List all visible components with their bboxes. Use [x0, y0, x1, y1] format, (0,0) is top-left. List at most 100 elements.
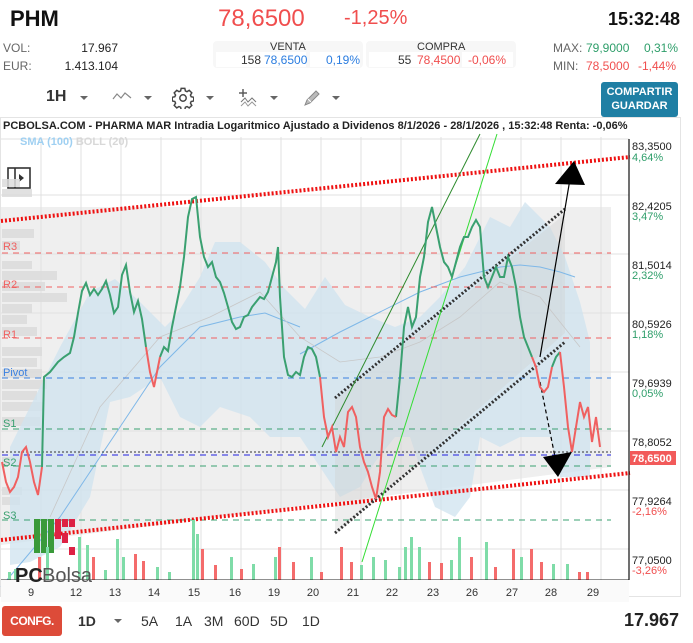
venta-inner-pct	[310, 52, 360, 67]
max-price: 79,9000	[586, 41, 630, 55]
r2-label: R2	[3, 279, 17, 291]
s1-label: S1	[3, 418, 16, 430]
compra-inner-pct	[462, 52, 513, 67]
drawing-pencil-icon[interactable]	[302, 88, 322, 108]
chart-type-caret-icon[interactable]	[144, 96, 152, 100]
range-3m[interactable]: 3M	[204, 613, 224, 629]
eur-value: 1.413.104	[64, 59, 118, 73]
svg-text:79,6939: 79,6939	[632, 378, 672, 390]
range-60d[interactable]: 60D	[234, 613, 260, 629]
svg-text:20: 20	[307, 587, 319, 599]
r1-label: R1	[3, 329, 17, 341]
quote-time: 15:32:48	[608, 9, 681, 29]
legend-sma[interactable]: SMA (100)	[20, 136, 73, 148]
last-price-tag	[630, 451, 676, 465]
range-5a[interactable]: 5A	[141, 613, 159, 629]
eur-label: EUR:	[3, 59, 32, 73]
watermark-pc: PC	[15, 565, 43, 587]
compra-pct: -0,06%	[468, 53, 507, 67]
venta-price: 78,6500	[264, 53, 308, 67]
price-chart[interactable]: R3 R2 R1 Pivot S1 S2 S3	[0, 117, 693, 602]
svg-text:23: 23	[427, 587, 439, 599]
interval-caret-icon[interactable]	[80, 96, 88, 100]
s3-label: S3	[3, 510, 16, 522]
compra-price: 78,4500	[417, 53, 461, 67]
svg-text:9: 9	[28, 587, 34, 599]
vol-value: 17.967	[81, 41, 118, 55]
svg-text:13: 13	[109, 587, 121, 599]
svg-text:14: 14	[148, 587, 160, 599]
pivot-label: Pivot	[3, 367, 27, 379]
indicator-caret-icon[interactable]	[270, 96, 278, 100]
settings-gear-icon[interactable]	[172, 87, 194, 109]
svg-text:82,4205: 82,4205	[632, 201, 672, 213]
svg-text:-2,16%: -2,16%	[632, 506, 667, 518]
range-1a[interactable]: 1A	[175, 613, 193, 629]
svg-text:81,5014: 81,5014	[632, 260, 672, 272]
max-pct: 0,31%	[644, 41, 679, 55]
svg-text:77,0500: 77,0500	[632, 555, 672, 567]
svg-text:19: 19	[268, 587, 280, 599]
range-1d[interactable]: 1D	[302, 613, 320, 629]
svg-text:15: 15	[188, 587, 200, 599]
ticker-symbol: PHM	[10, 6, 59, 31]
compra-qty: 55	[398, 53, 412, 67]
bottom-bar	[0, 602, 693, 643]
venta-pct: 0,19%	[326, 53, 361, 67]
x-axis: 9 12 13 14 15 16 19 20 21 22 23 26 27 28…	[28, 587, 599, 599]
chart-toolbar	[0, 80, 693, 189]
svg-text:22: 22	[386, 587, 398, 599]
legend-boll[interactable]: BOLL (20)	[75, 136, 129, 148]
svg-text:21: 21	[347, 587, 359, 599]
watermark-bolsa: Bolsa	[42, 565, 93, 587]
svg-text:16: 16	[229, 587, 241, 599]
svg-text:26: 26	[466, 587, 478, 599]
compra-label: COMPRA	[417, 41, 466, 53]
add-indicator-icon[interactable]	[238, 88, 258, 108]
r3-label: R3	[3, 241, 17, 253]
volume-bars	[8, 520, 589, 580]
svg-text:27: 27	[506, 587, 518, 599]
settings-caret-icon[interactable]	[206, 96, 214, 100]
svg-text:78,8052: 78,8052	[632, 437, 672, 449]
chart-title: PCBOLSA.COM - PHARMA MAR Intradia Logari…	[3, 120, 628, 132]
svg-text:29: 29	[587, 587, 599, 599]
min-pct: -1,44%	[638, 59, 677, 73]
svg-text:3,47%: 3,47%	[632, 211, 663, 223]
svg-text:12: 12	[70, 587, 82, 599]
period-selector[interactable]: 1D	[78, 613, 96, 629]
range-5d[interactable]: 5D	[270, 613, 288, 629]
chart-legend: SMA (100) BOLL (20)	[20, 136, 128, 148]
vol-label: VOL:	[3, 41, 31, 55]
svg-text:0,05%: 0,05%	[632, 388, 663, 400]
period-caret-icon[interactable]	[114, 619, 122, 623]
share-label: COMPARTIR	[606, 86, 673, 98]
svg-text:-3,26%: -3,26%	[632, 565, 667, 577]
svg-text:83,3500: 83,3500	[632, 141, 672, 153]
drawing-caret-icon[interactable]	[332, 96, 340, 100]
min-label: MIN:	[553, 59, 579, 73]
svg-text:4,64%: 4,64%	[632, 152, 663, 164]
chart-type-icon[interactable]	[112, 90, 132, 102]
max-label: MAX:	[553, 41, 583, 55]
svg-text:77,9264: 77,9264	[632, 496, 672, 508]
compra-inner	[369, 52, 459, 67]
venta-qty: 158	[241, 53, 262, 67]
config-button[interactable]: CONFG.	[2, 606, 62, 636]
change-percent: -1,25%	[344, 7, 408, 29]
share-save-button[interactable]: COMPARTIR GUARDAR	[601, 82, 678, 117]
quote-header: PHM 78,6500 -1,25% 15:32:48 VOL: 17.967 …	[0, 0, 693, 78]
save-label: GUARDAR	[611, 100, 668, 112]
min-price: 78,5000	[586, 59, 630, 73]
svg-text:2,32%: 2,32%	[632, 270, 663, 282]
s2-label: S2	[3, 457, 16, 469]
venta-inner	[216, 52, 306, 67]
last-price: 78,6500	[218, 5, 305, 32]
interval-selector[interactable]: 1H	[46, 88, 67, 105]
svg-text:28: 28	[545, 587, 557, 599]
svg-text:80,5926: 80,5926	[632, 319, 672, 331]
svg-text:1,18%: 1,18%	[632, 329, 663, 341]
last-price-tag-text: 78,6500	[632, 453, 672, 465]
venta-label: VENTA	[270, 41, 306, 53]
volume-total: 17.967	[623, 610, 679, 630]
